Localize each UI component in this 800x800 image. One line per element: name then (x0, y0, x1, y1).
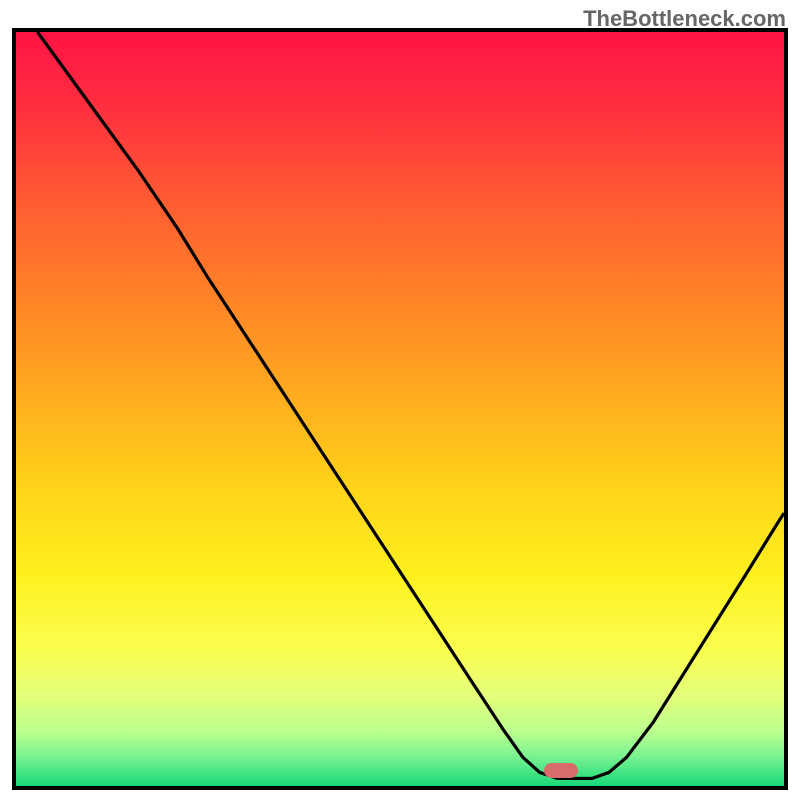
performance-curve (16, 32, 784, 786)
bottleneck-chart (12, 28, 788, 790)
watermark-text: TheBottleneck.com (583, 6, 786, 32)
optimal-marker (544, 763, 578, 778)
